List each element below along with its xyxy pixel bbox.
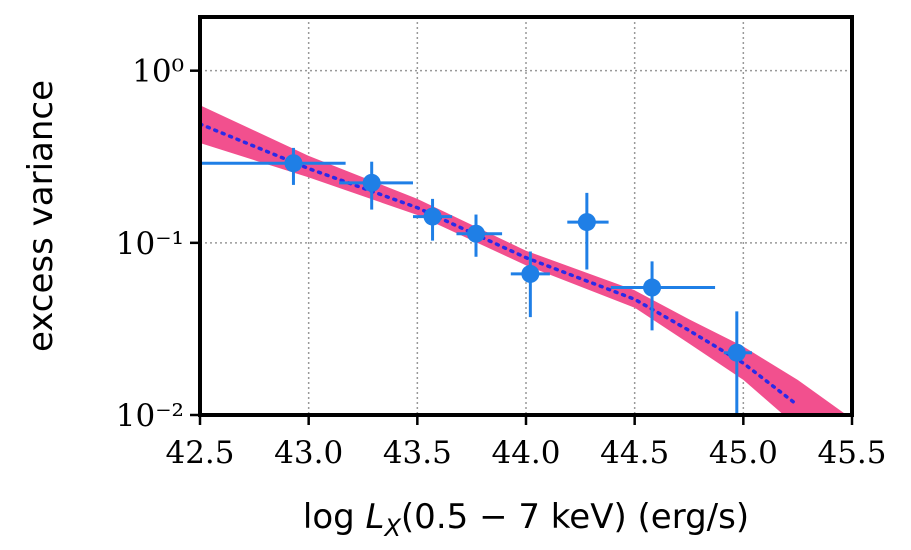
- x-tick-label: 43.0: [274, 435, 343, 471]
- data-point: [467, 224, 486, 243]
- data-point: [727, 343, 746, 362]
- x-label-part: L: [366, 497, 385, 537]
- y-tick-label: 10⁻²: [116, 398, 184, 434]
- data-point: [362, 173, 381, 192]
- x-label-part: X: [382, 514, 401, 542]
- x-axis-label: log LX(0.5 − 7 keV) (erg/s): [303, 497, 749, 542]
- plot-area: [200, 105, 847, 415]
- x-tick-label: 43.5: [383, 435, 452, 471]
- x-tick-label: 45.5: [817, 435, 886, 471]
- data-point: [577, 213, 596, 232]
- axes: 42.5 43.0 43.5 44.0 44.5 45.0 45.5 10⁻² 10⁻¹ 10⁰: [116, 54, 887, 471]
- x-tick-label: 45.0: [709, 435, 778, 471]
- x-tick-label: 44.5: [600, 435, 669, 471]
- data-point: [521, 264, 540, 283]
- x-tick-label: 42.5: [165, 435, 234, 471]
- x-label-part: (0.5 − 7 keV) (erg/s): [401, 497, 749, 537]
- x-tick-label: 44.0: [491, 435, 560, 471]
- data-point: [423, 207, 442, 226]
- y-tick-label: 10⁻¹: [116, 226, 184, 262]
- x-label-part: log: [303, 497, 366, 537]
- y-tick-label: 10⁰: [132, 54, 184, 90]
- data-point: [284, 154, 303, 173]
- y-axis-label: excess variance: [21, 80, 61, 352]
- data-point: [643, 278, 662, 297]
